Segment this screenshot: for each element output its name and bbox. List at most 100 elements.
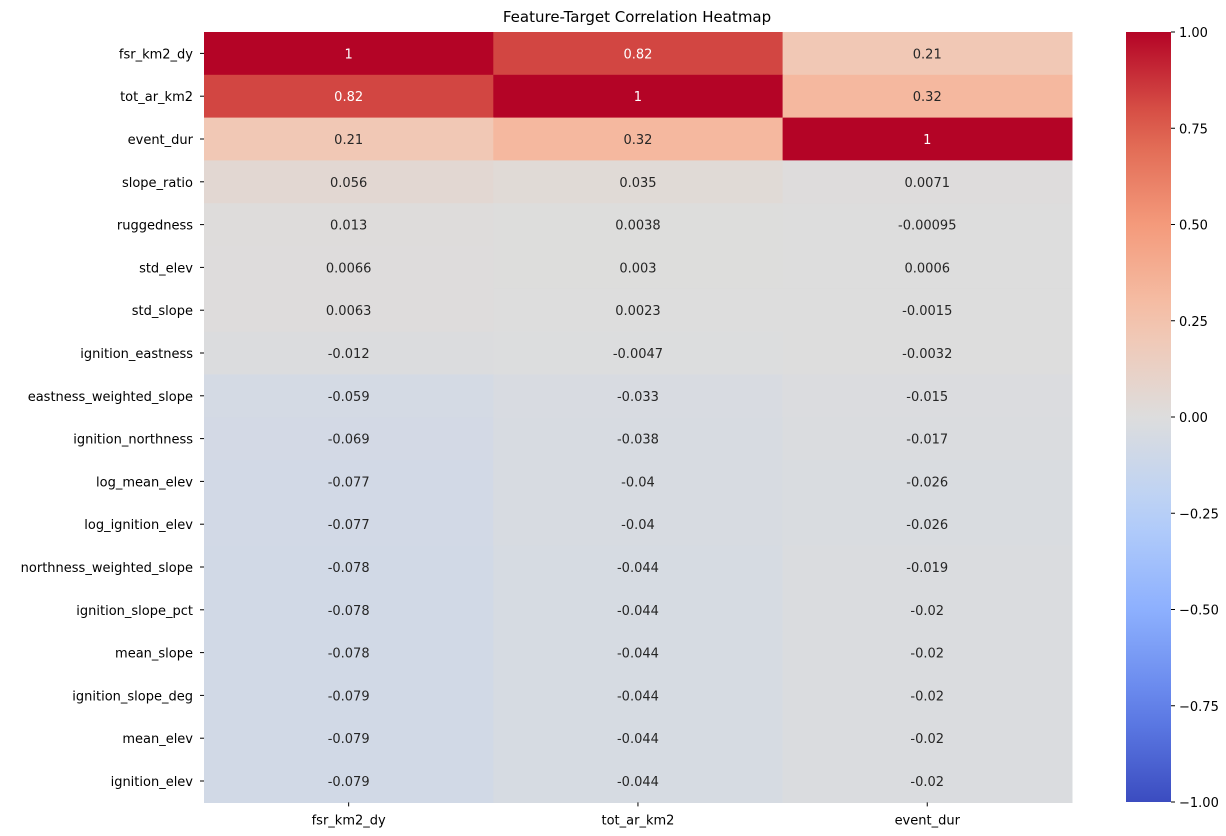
cell-annotation: -0.077 bbox=[328, 475, 370, 490]
heatmap-cell bbox=[204, 417, 494, 461]
cell-annotation: -0.079 bbox=[328, 775, 370, 790]
heatmap-cell bbox=[204, 759, 494, 803]
heatmap-cell bbox=[493, 631, 784, 675]
cell-annotation: -0.044 bbox=[617, 647, 659, 662]
cell-annotation: -0.044 bbox=[617, 689, 659, 704]
cell-annotation: -0.079 bbox=[328, 732, 370, 747]
heatmap-cell bbox=[204, 716, 494, 761]
cell-annotation: 0.21 bbox=[913, 47, 942, 62]
heatmap-cell bbox=[782, 331, 1073, 375]
cell-annotation: -0.026 bbox=[906, 475, 948, 490]
heatmap-cell bbox=[493, 331, 784, 375]
cell-annotation: 0.035 bbox=[619, 176, 656, 191]
heatmap-cell bbox=[782, 160, 1073, 204]
heatmap-cell bbox=[204, 203, 494, 247]
heatmap-cell bbox=[493, 759, 784, 803]
column-tick-label: fsr_km2_dy bbox=[312, 813, 386, 828]
colorbar: 1.00 0.75 0.50 0.25 0.00 −0.25 −0.50 −0.75 −1.00 bbox=[1126, 26, 1219, 811]
colorbar-tick-label: 0.00 bbox=[1179, 411, 1208, 426]
row-tick-label: eastness_weighted_slope bbox=[28, 390, 193, 405]
heatmap-cell bbox=[782, 246, 1073, 290]
cell-annotation: -0.02 bbox=[910, 732, 944, 747]
cell-annotation: -0.069 bbox=[328, 433, 370, 448]
heatmap-cell bbox=[493, 32, 784, 76]
heatmap-cell bbox=[493, 374, 784, 418]
cell-annotation: 0.056 bbox=[330, 176, 367, 191]
heatmap-cell bbox=[782, 32, 1073, 76]
heatmap-cell bbox=[782, 117, 1073, 161]
row-tick-label: fsr_km2_dy bbox=[119, 47, 193, 62]
heatmap-cell bbox=[782, 502, 1073, 547]
heatmap-cell bbox=[204, 160, 494, 204]
heatmap-cell bbox=[782, 460, 1073, 504]
row-tick-labels: fsr_km2_dy tot_ar_km2 event_dur slope_ratio… bbox=[21, 47, 204, 790]
row-tick-label: mean_elev bbox=[122, 732, 193, 747]
row-tick-label: log_ignition_elev bbox=[84, 518, 193, 533]
heatmap-cell bbox=[204, 588, 494, 632]
heatmap-cell bbox=[493, 588, 784, 632]
cell-annotation: 0.32 bbox=[623, 133, 652, 148]
heatmap-cell bbox=[782, 759, 1073, 803]
cell-annotation: 0.0066 bbox=[326, 261, 372, 276]
row-tick-label: ignition_elev bbox=[111, 775, 194, 790]
colorbar-tick-label: 0.75 bbox=[1179, 122, 1208, 137]
cell-annotation: -0.015 bbox=[906, 390, 948, 405]
row-tick-label: mean_slope bbox=[115, 647, 193, 662]
heatmap-cell bbox=[782, 545, 1073, 589]
row-tick-label: std_slope bbox=[132, 304, 193, 319]
cell-annotation: -0.04 bbox=[621, 518, 655, 533]
colorbar-tick-label: 1.00 bbox=[1179, 26, 1208, 41]
row-tick-label: event_dur bbox=[128, 133, 194, 148]
colorbar-tick-label: −0.50 bbox=[1179, 604, 1219, 619]
row-tick-label: std_elev bbox=[139, 261, 193, 276]
heatmap-cell bbox=[493, 674, 784, 718]
cell-annotation: 0.0006 bbox=[905, 261, 951, 276]
row-tick-label: ignition_northness bbox=[73, 433, 193, 448]
row-tick-label: ruggedness bbox=[117, 219, 193, 234]
cell-annotation: 0.21 bbox=[334, 133, 363, 148]
colorbar-tick-label: −0.25 bbox=[1179, 507, 1219, 522]
heatmap-cell bbox=[782, 203, 1073, 247]
cell-annotation: 0.0023 bbox=[615, 304, 661, 319]
row-tick-label: tot_ar_km2 bbox=[120, 90, 193, 105]
colorbar-tick-label: −1.00 bbox=[1179, 796, 1219, 811]
row-tick-label: ignition_eastness bbox=[80, 347, 193, 362]
cell-annotation: 0.82 bbox=[334, 90, 363, 105]
column-tick-label: tot_ar_km2 bbox=[601, 813, 674, 828]
heatmap-cell bbox=[782, 374, 1073, 418]
cell-annotation: 0.0063 bbox=[326, 304, 372, 319]
cell-annotation: -0.026 bbox=[906, 518, 948, 533]
row-tick-label: ignition_slope_pct bbox=[76, 604, 193, 619]
cell-annotation: -0.059 bbox=[328, 390, 370, 405]
cell-annotation: 0.32 bbox=[913, 90, 942, 105]
heatmap-cell bbox=[204, 545, 494, 589]
cell-annotation: 0.003 bbox=[619, 261, 656, 276]
colorbar-tick-label: −0.75 bbox=[1179, 700, 1219, 715]
heatmap-cell bbox=[493, 417, 784, 461]
heatmap-cell bbox=[782, 716, 1073, 761]
heatmap-cell bbox=[204, 117, 494, 161]
heatmap-cells: 1 0.82 0.21 0.82 1 0.32 0.21 0.32 1 0.056 0.035 0.0… bbox=[204, 32, 1073, 803]
cell-annotation: -0.02 bbox=[910, 647, 944, 662]
heatmap-cell bbox=[782, 631, 1073, 675]
heatmap-cell bbox=[493, 74, 784, 119]
cell-annotation: -0.044 bbox=[617, 732, 659, 747]
heatmap-cell bbox=[493, 203, 784, 247]
row-tick-label: log_mean_elev bbox=[96, 475, 193, 490]
heatmap-cell bbox=[782, 74, 1073, 119]
heatmap-cell bbox=[204, 74, 494, 119]
cell-annotation: -0.038 bbox=[617, 433, 659, 448]
heatmap-cell bbox=[204, 631, 494, 675]
column-tick-label: event_dur bbox=[895, 813, 961, 828]
cell-annotation: -0.012 bbox=[328, 347, 370, 362]
cell-annotation: 1 bbox=[345, 47, 353, 62]
heatmap-cell bbox=[493, 246, 784, 290]
heatmap-cell bbox=[493, 288, 784, 333]
cell-annotation: -0.044 bbox=[617, 561, 659, 576]
cell-annotation: -0.02 bbox=[910, 604, 944, 619]
cell-annotation: -0.02 bbox=[910, 689, 944, 704]
cell-annotation: -0.033 bbox=[617, 390, 659, 405]
row-tick-label: ignition_slope_deg bbox=[72, 689, 193, 704]
